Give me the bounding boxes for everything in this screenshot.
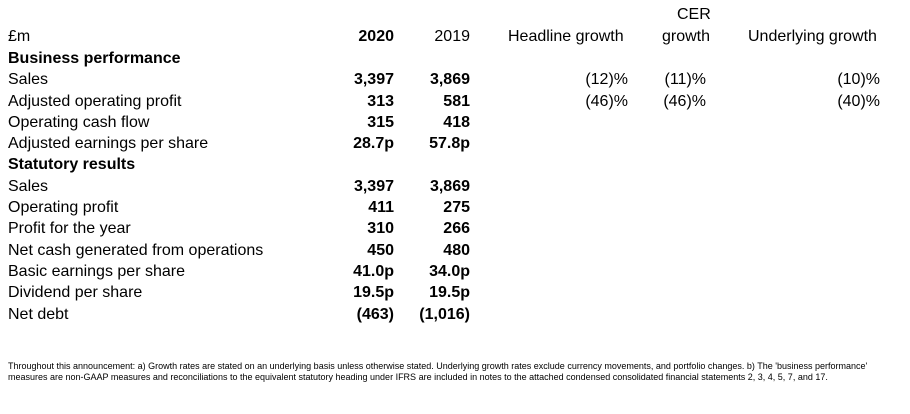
value-2019: 57.8p <box>429 135 470 153</box>
value-2020: 411 <box>368 199 394 217</box>
column-header-cer-line2: growth <box>662 28 711 45</box>
value-2019: 3,869 <box>429 177 470 195</box>
row-label: Operating profit <box>8 199 119 217</box>
table-row: Net cash generated from operations 450 480 <box>8 240 888 261</box>
column-header-headline-growth: Headline growth <box>508 28 624 45</box>
value-2019: 34.0p <box>429 262 470 280</box>
value-2020: 313 <box>367 92 394 110</box>
column-header-2019: 2019 <box>434 28 470 45</box>
value-2019: 480 <box>443 241 470 259</box>
section-heading-row: Business performance <box>8 48 888 69</box>
row-label: Profit for the year <box>8 220 131 238</box>
headline-growth-value: (12)% <box>585 71 628 89</box>
footnote: Throughout this announcement: a) Growth … <box>8 361 868 382</box>
table-row: Adjusted operating profit 313 581 (46)% (46)… <box>8 91 888 112</box>
row-label: Sales <box>8 71 49 89</box>
unit-label: £m <box>8 28 31 45</box>
row-label: Sales <box>8 177 49 195</box>
table-row: Sales 3,397 3,869 (12)% (11)% (10)% <box>8 69 888 90</box>
underlying-growth-value: (40)% <box>837 92 880 110</box>
value-2020: 41.0p <box>353 262 394 280</box>
value-2020: 315 <box>367 113 394 131</box>
table-row: Dividend per share 19.5p 19.5p <box>8 282 888 303</box>
value-2019: 19.5p <box>429 284 470 302</box>
section-heading-row: Statutory results <box>8 154 888 175</box>
table-row: Adjusted earnings per share 28.7p 57.8p <box>8 133 888 154</box>
row-label: Operating cash flow <box>8 113 150 131</box>
value-2019: 3,869 <box>429 71 470 89</box>
value-2020: 28.7p <box>353 135 394 153</box>
value-2020: 310 <box>367 220 394 238</box>
table-row: Basic earnings per share 41.0p 34.0p <box>8 261 888 282</box>
results-table: Business performance Sales 3,397 3,869 (12)%… <box>8 48 888 325</box>
column-header-underlying-growth: Underlying growth <box>748 28 877 45</box>
table-row: Profit for the year 310 266 <box>8 218 888 239</box>
table-row: Sales 3,397 3,869 <box>8 176 888 197</box>
value-2019: (1,016) <box>419 305 470 323</box>
cer-growth-value: (11)% <box>664 71 707 89</box>
row-label: Dividend per share <box>8 284 143 302</box>
value-2019: 418 <box>443 113 470 131</box>
row-label: Net debt <box>8 305 69 323</box>
value-2019: 581 <box>443 92 470 110</box>
row-label: Adjusted operating profit <box>8 92 182 110</box>
section-heading: Business performance <box>8 50 181 67</box>
value-2019: 266 <box>443 220 470 238</box>
table-row: Operating profit 411 275 <box>8 197 888 218</box>
value-2019: 275 <box>443 199 470 217</box>
column-header-cer-line1: CER <box>677 6 711 23</box>
value-2020: 450 <box>367 241 394 259</box>
row-label: Basic earnings per share <box>8 262 185 280</box>
table-row: Operating cash flow 315 418 <box>8 112 888 133</box>
cer-growth-value: (46)% <box>663 92 706 110</box>
value-2020: 19.5p <box>353 284 394 302</box>
value-2020: (463) <box>356 305 394 323</box>
column-header-2020: 2020 <box>358 28 394 45</box>
headline-growth-value: (46)% <box>585 92 628 110</box>
row-label: Net cash generated from operations <box>8 241 264 259</box>
underlying-growth-value: (10)% <box>837 71 880 89</box>
value-2020: 3,397 <box>353 177 394 195</box>
row-label: Adjusted earnings per share <box>8 135 209 153</box>
value-2020: 3,397 <box>353 71 394 89</box>
table-row: Net debt (463) (1,016) <box>8 304 888 325</box>
section-heading: Statutory results <box>8 156 136 174</box>
